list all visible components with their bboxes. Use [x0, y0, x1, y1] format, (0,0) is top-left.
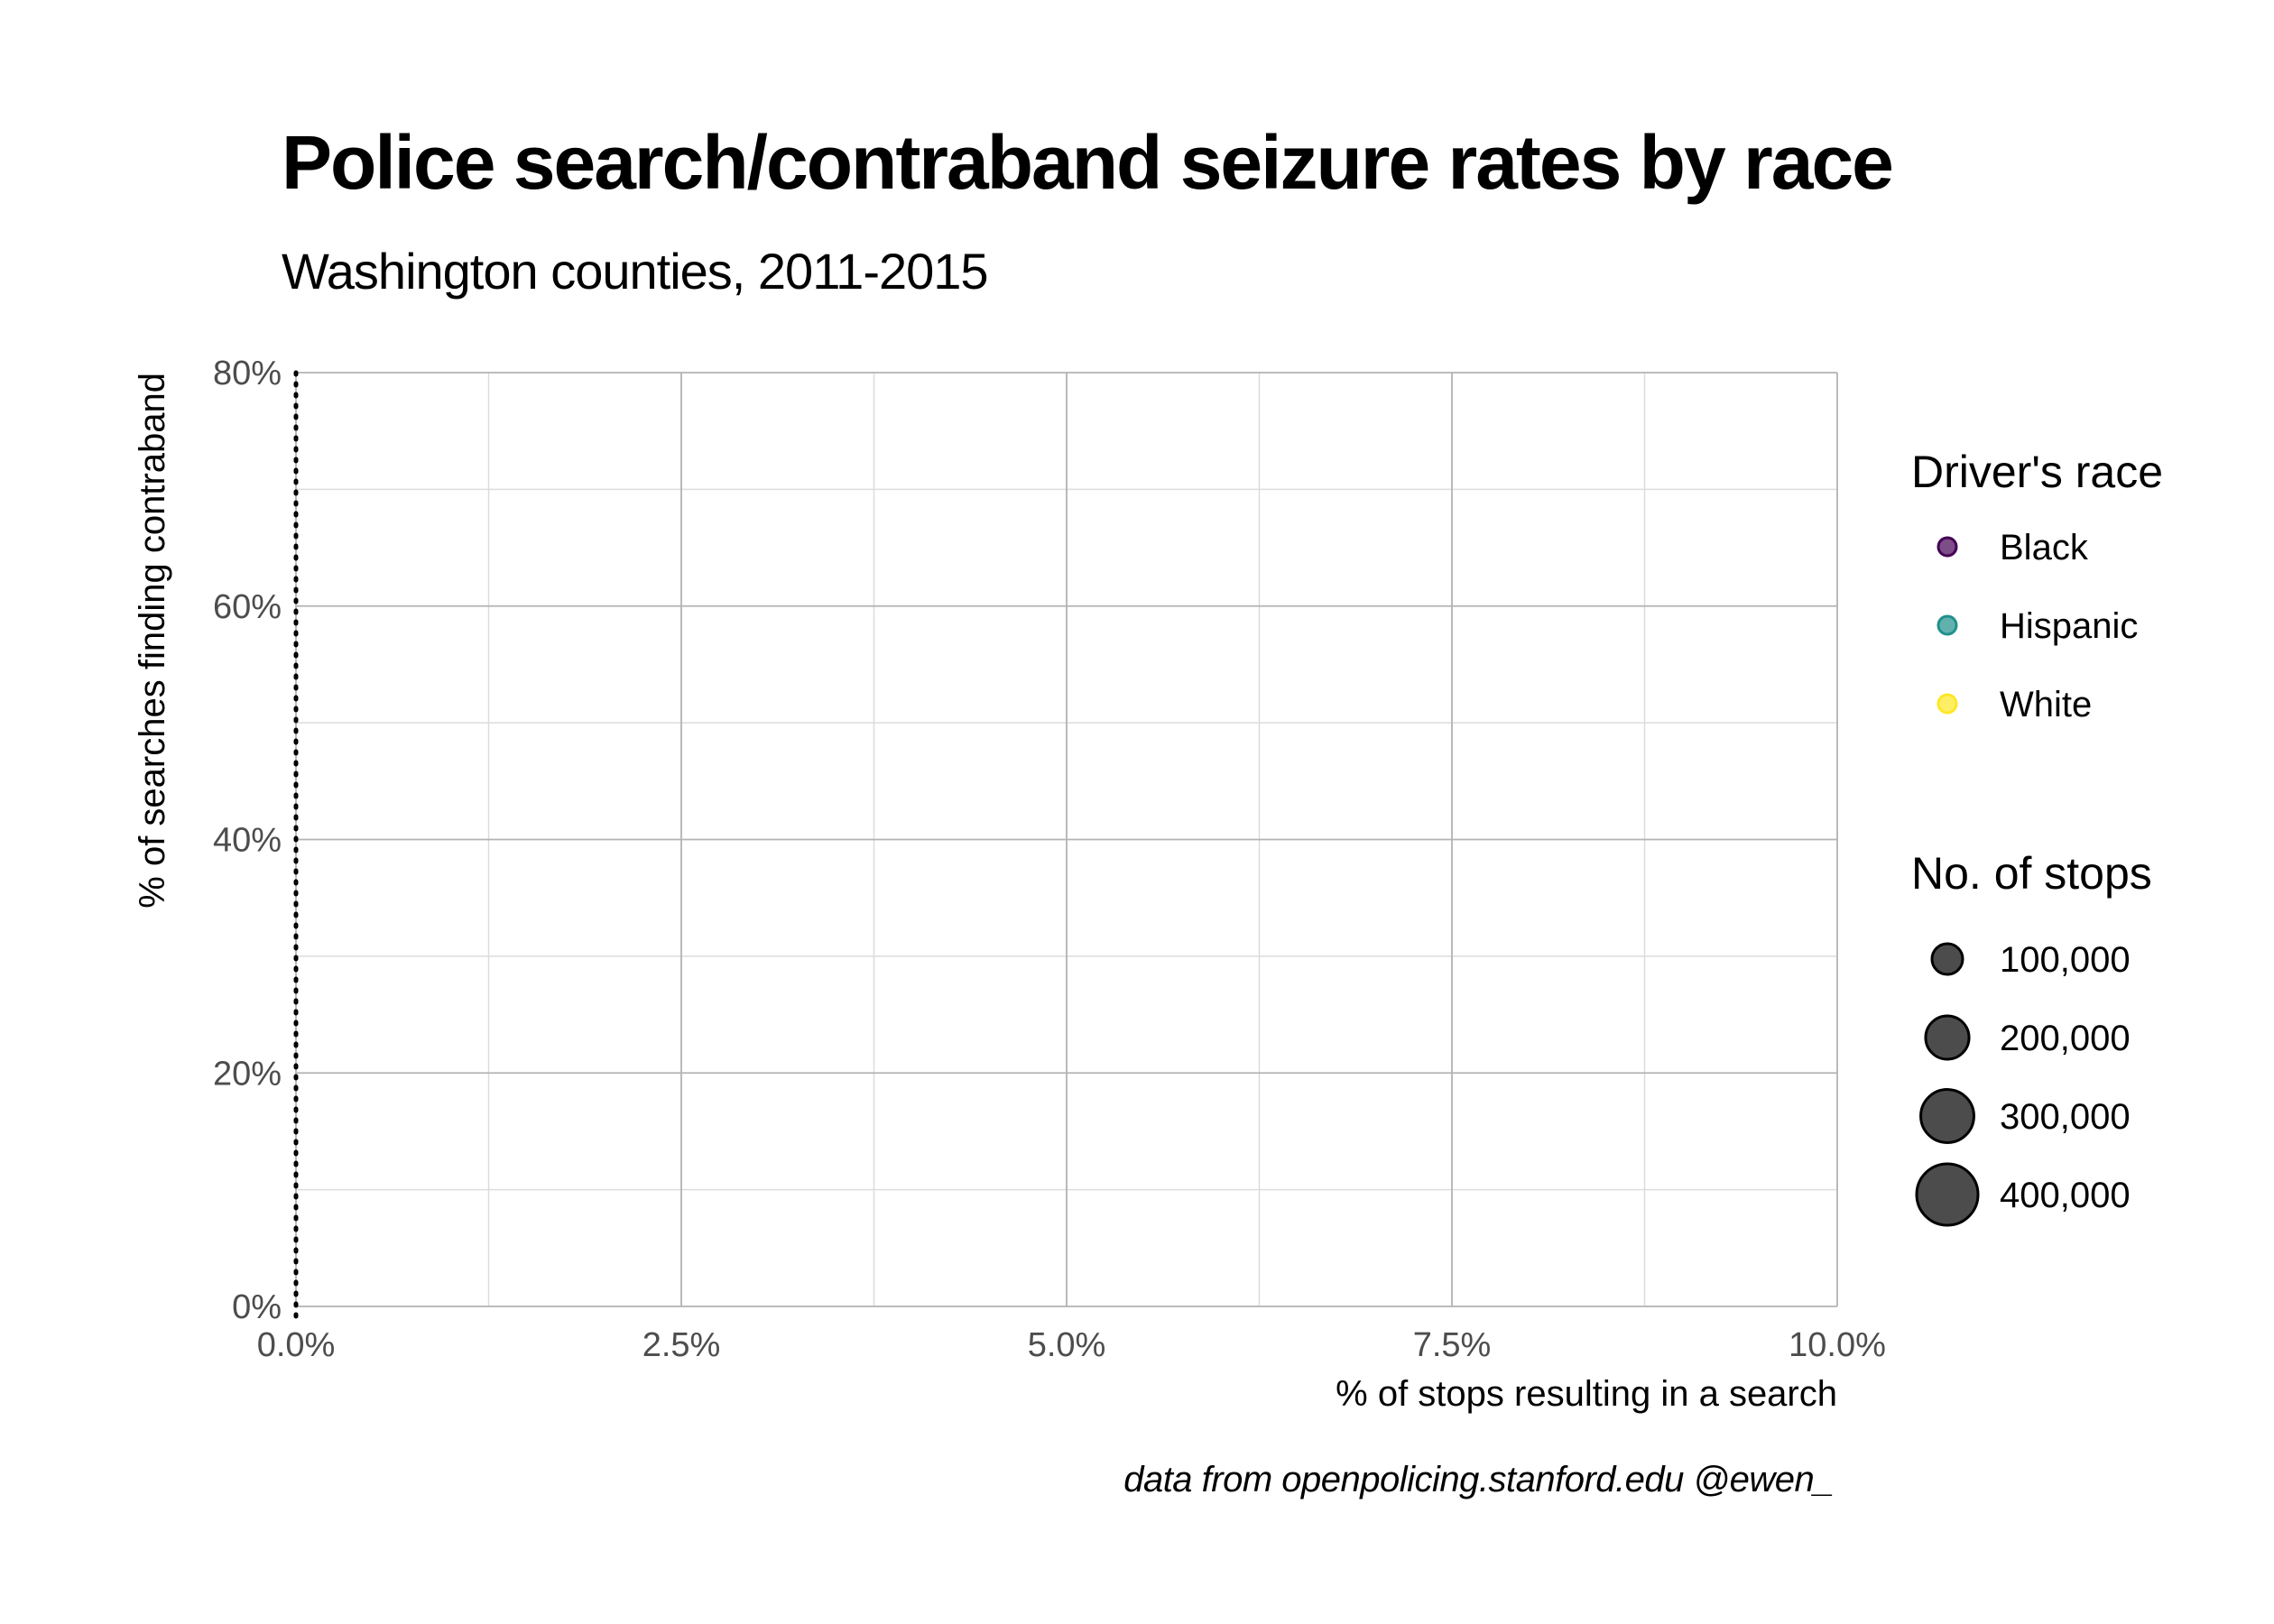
y-tick-label: 20%	[213, 1055, 282, 1093]
chart-title: Police search/contraband seizure rates b…	[282, 120, 1894, 205]
x-tick-label: 0.0%	[257, 1326, 336, 1364]
y-tick-label: 80%	[213, 355, 282, 392]
y-tick-label: 60%	[213, 588, 282, 626]
legend-race-label: Black	[2000, 528, 2089, 567]
legend-race-label: White	[2000, 685, 2092, 724]
legend-stops-label: 400,000	[2000, 1176, 2131, 1215]
legend-stops-title: No. of stops	[1911, 848, 2152, 899]
legend-stops-key	[1930, 942, 1964, 976]
legend-race-key	[1937, 614, 1958, 636]
x-tick-label: 2.5%	[642, 1326, 721, 1364]
chart-subtitle: Washington counties, 2011-2015	[282, 243, 989, 300]
chart-caption: data from openpolicing.stanford.edu @ewe…	[1123, 1460, 1834, 1499]
x-tick-label: 10.0%	[1789, 1326, 1886, 1364]
y-tick-label: 0%	[232, 1288, 282, 1326]
x-tick-label: 7.5%	[1413, 1326, 1492, 1364]
legend-race-label: Hispanic	[2000, 606, 2138, 646]
legend-stops-key	[1924, 1014, 1971, 1061]
legend-stops-label: 100,000	[2000, 940, 2131, 980]
y-tick-label: 40%	[213, 822, 282, 860]
legend-stops-label: 300,000	[2000, 1097, 2131, 1137]
legend-race-key	[1937, 693, 1958, 715]
y-axis-title: % of searches finding contraband	[133, 373, 172, 909]
legend-stops-label: 200,000	[2000, 1019, 2131, 1058]
legend-stops-key	[1919, 1088, 1975, 1144]
legend-race-title: Driver's race	[1911, 447, 2163, 497]
x-axis-title: % of stops resulting in a search	[1336, 1374, 1837, 1414]
legend-stops-key	[1915, 1162, 1980, 1227]
x-tick-label: 5.0%	[1028, 1326, 1106, 1364]
legend-race-key	[1937, 536, 1958, 558]
